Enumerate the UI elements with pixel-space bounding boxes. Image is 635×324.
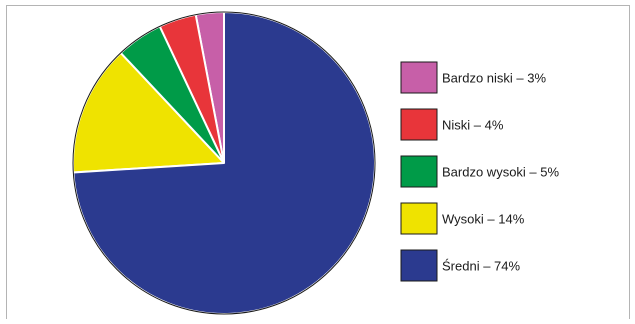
legend-label-0: Bardzo niski – 3% (442, 71, 546, 86)
legend-item-2: Bardzo wysoki – 5% (400, 155, 559, 188)
legend-item-3: Wysoki – 14% (400, 202, 525, 235)
legend: Bardzo niski – 3% Niski – 4% Bardzo wysoki… (400, 61, 559, 282)
legend-swatch-4 (400, 249, 438, 282)
legend-item-0: Bardzo niski – 3% (400, 61, 546, 94)
legend-label-1: Niski – 4% (442, 118, 504, 133)
legend-swatch-2 (400, 155, 438, 188)
legend-item-4: Średni – 74% (400, 249, 520, 282)
legend-swatch-1 (400, 108, 438, 141)
pie-slices (72, 10, 376, 315)
legend-label-2: Bardzo wysoki – 5% (442, 165, 559, 180)
legend-label-4: Średni – 74% (442, 259, 520, 274)
legend-swatch-0 (400, 61, 438, 94)
legend-item-1: Niski – 4% (400, 108, 504, 141)
legend-label-3: Wysoki – 14% (442, 212, 525, 227)
legend-swatch-3 (400, 202, 438, 235)
pie-outline (72, 11, 376, 315)
